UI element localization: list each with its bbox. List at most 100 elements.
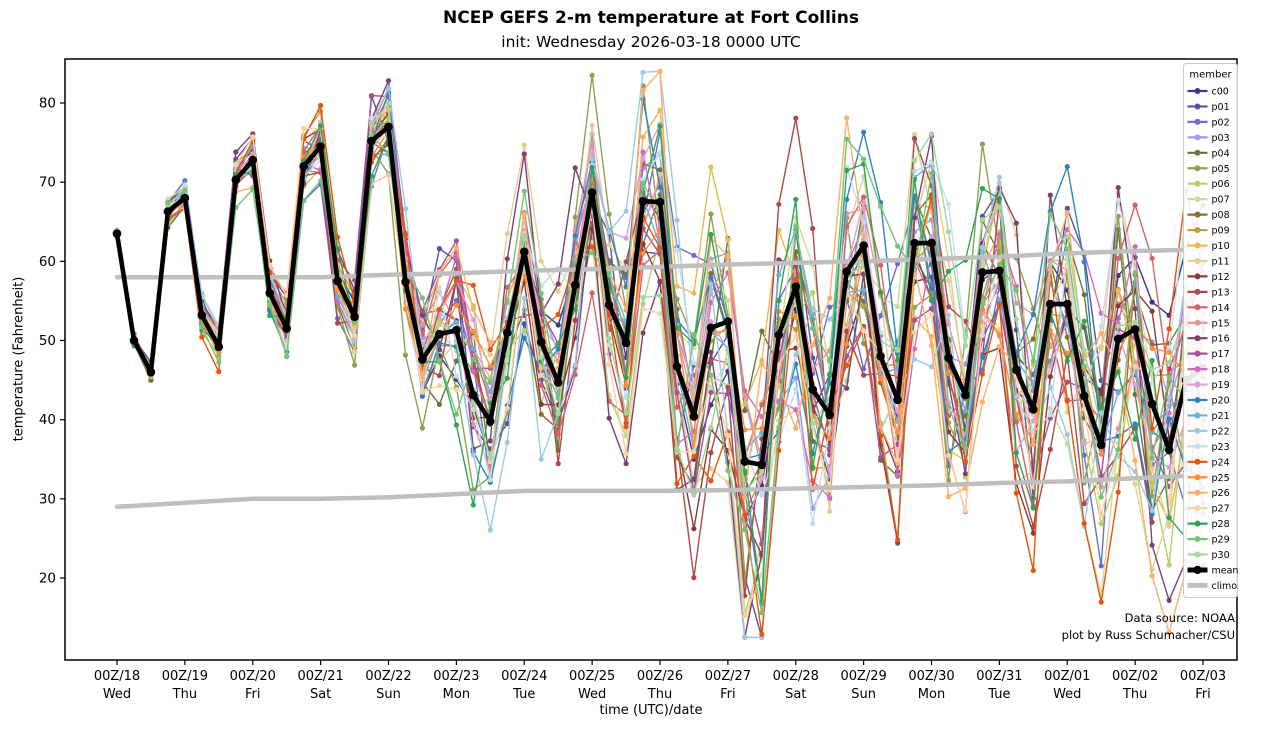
member-p22-marker — [911, 356, 918, 362]
member-p24-marker — [436, 306, 442, 312]
member-p25-marker — [827, 435, 833, 441]
member-p22-marker — [708, 281, 714, 287]
member-p10-marker — [674, 283, 680, 289]
member-p11-marker — [827, 508, 833, 514]
ensemble-mean-marker — [825, 410, 834, 420]
legend-entry-label: p06 — [1212, 179, 1230, 190]
member-p29-marker — [1098, 494, 1104, 500]
ensemble-mean-marker — [876, 352, 885, 361]
member-p29-marker — [199, 324, 205, 330]
legend-entry-label: p29 — [1212, 535, 1230, 546]
member-p25-marker — [945, 370, 952, 376]
legend-marker-sample — [1193, 565, 1202, 575]
member-p01-marker — [436, 246, 442, 252]
member-p28-marker — [267, 313, 273, 319]
member-p22-marker — [487, 527, 493, 533]
legend-entry-p08: p08 — [1187, 210, 1230, 221]
legend-entry-p14: p14 — [1187, 303, 1230, 314]
member-p08-marker — [708, 270, 714, 277]
legend-entry-p10: p10 — [1187, 241, 1230, 252]
member-p08-marker — [1064, 334, 1070, 340]
legend-entry-p09: p09 — [1187, 226, 1230, 237]
member-p28-marker — [453, 422, 459, 428]
member-p16-marker — [233, 149, 239, 155]
member-p11-marker — [555, 288, 561, 295]
member-p21-marker — [1149, 429, 1155, 435]
x-tick-label-day: Mon — [443, 687, 470, 702]
member-p29-marker — [962, 445, 969, 451]
member-p30-marker — [1013, 316, 1019, 322]
legend-entry-label: p21 — [1212, 411, 1230, 422]
x-tick-label-day: Tue — [512, 687, 535, 702]
ensemble-mean-marker — [553, 378, 563, 387]
ensemble-mean-marker — [435, 329, 444, 339]
member-p16-marker — [962, 471, 969, 477]
x-tick-label-day: Sun — [376, 687, 401, 702]
member-p09-marker — [861, 304, 867, 310]
member-p30-marker — [606, 335, 612, 342]
member-p21-marker — [776, 272, 782, 278]
member-p22-marker — [793, 352, 799, 358]
legend-entry-p27: p27 — [1187, 504, 1230, 515]
member-p30-marker — [385, 100, 392, 106]
legend-marker-sample — [1194, 397, 1201, 403]
legend-entry-p23: p23 — [1187, 442, 1230, 453]
member-p05-marker — [911, 304, 918, 310]
member-p26-marker — [623, 306, 629, 312]
member-p16-marker — [657, 279, 663, 285]
member-p03-marker — [708, 256, 714, 262]
member-p29-marker — [827, 358, 833, 364]
member-p29-marker — [487, 379, 493, 385]
member-p21-marker — [759, 430, 765, 436]
member-p04-marker — [453, 358, 459, 364]
member-p22-marker — [640, 69, 646, 75]
member-p12-marker — [691, 526, 697, 532]
member-p21-marker — [470, 346, 476, 352]
member-p19-marker — [759, 476, 765, 482]
member-p17-marker — [1047, 415, 1053, 421]
ensemble-mean-marker — [672, 362, 682, 371]
member-p11-marker — [352, 349, 358, 355]
legend-entry-mean: mean — [1187, 565, 1238, 576]
member-p26-marker — [470, 306, 476, 312]
member-p29-marker — [453, 411, 459, 417]
member-p29-marker — [284, 353, 290, 359]
member-p22-marker — [742, 634, 748, 641]
member-p24-marker — [996, 301, 1003, 307]
ensemble-mean-marker — [265, 288, 275, 298]
member-p27-marker — [453, 387, 459, 393]
member-p01-marker — [504, 420, 510, 427]
member-p30-marker — [623, 410, 629, 416]
member-p30-marker — [640, 294, 646, 300]
member-p26-marker — [793, 425, 799, 431]
member-p01-marker — [521, 321, 527, 327]
legend-entry-p16: p16 — [1187, 334, 1230, 345]
member-p29-marker — [182, 187, 188, 193]
member-p28-marker — [895, 357, 901, 363]
member-p01-marker — [1064, 205, 1070, 211]
member-p26-marker — [1166, 630, 1172, 636]
x-tick-label-utc: 00Z/27 — [705, 669, 751, 684]
member-p14-marker — [861, 194, 867, 200]
ensemble-mean-marker — [231, 175, 241, 185]
member-p07-marker — [623, 431, 629, 437]
member-p20-marker — [572, 233, 578, 239]
member-p29-marker — [318, 178, 324, 184]
member-p11-marker — [521, 142, 527, 148]
legend-entry-p06: p06 — [1187, 179, 1230, 190]
member-p17-marker — [453, 238, 459, 244]
member-p10-marker — [1149, 483, 1155, 489]
member-p28-marker — [928, 298, 935, 304]
member-p22-marker — [827, 316, 833, 322]
member-p22-marker — [402, 206, 409, 212]
x-tick-label-day: Wed — [1053, 687, 1081, 702]
x-tick-label-utc: 00Z/31 — [976, 669, 1022, 684]
member-p04-marker — [1081, 292, 1087, 298]
member-p22-marker — [352, 337, 358, 343]
legend-entry-p01: p01 — [1187, 102, 1230, 113]
member-p13-marker — [911, 135, 918, 142]
member-p18-marker — [996, 231, 1003, 237]
member-p30-marker — [1115, 323, 1121, 329]
ensemble-mean-marker — [791, 282, 801, 292]
legend-marker-sample — [1194, 304, 1201, 311]
